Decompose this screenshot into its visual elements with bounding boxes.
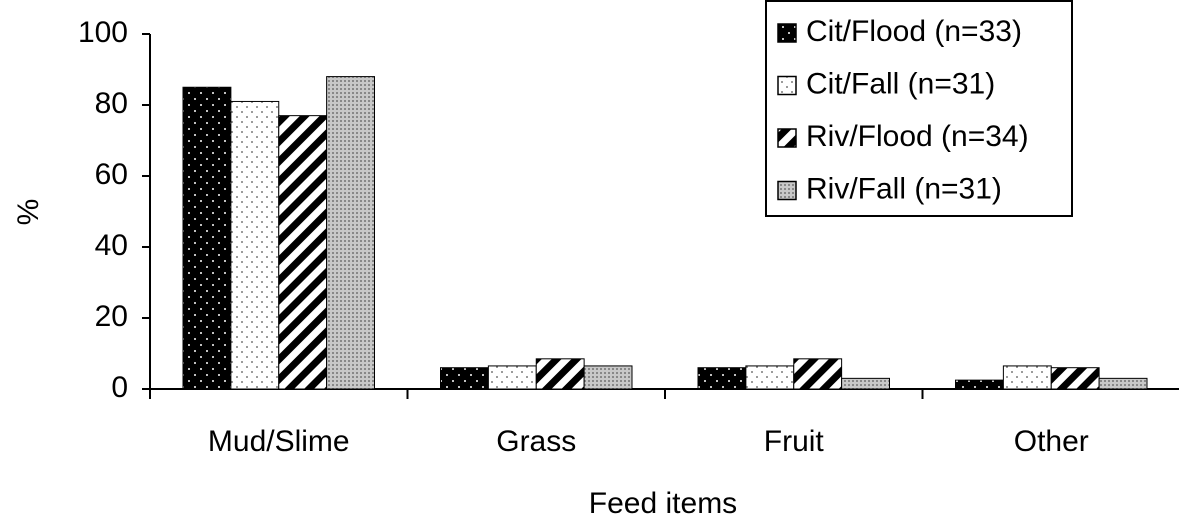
x-tick-label: Mud/Slime	[208, 425, 350, 458]
legend-box	[765, 0, 1073, 217]
bar	[440, 367, 489, 390]
bar	[583, 365, 633, 390]
bar	[955, 379, 1004, 390]
legend-label: Riv/Fall (n=31)	[806, 172, 1002, 205]
legend-label: Riv/Flood (n=34)	[806, 120, 1029, 153]
bar	[535, 358, 585, 390]
y-tick-label: 80	[95, 87, 128, 120]
bar	[230, 100, 280, 390]
legend-label: Cit/Flood (n=33)	[806, 15, 1022, 48]
legend-swatch	[777, 75, 797, 96]
bar	[1098, 377, 1148, 390]
bar	[745, 365, 795, 390]
bar	[697, 367, 747, 390]
bar	[487, 365, 537, 390]
bar	[841, 377, 890, 390]
bar	[1002, 365, 1052, 390]
y-tick-label: 100	[78, 16, 128, 49]
legend-label: Cit/Fall (n=31)	[806, 67, 995, 100]
bar	[278, 115, 328, 390]
y-tick-label: 20	[95, 300, 128, 333]
bar	[1050, 367, 1100, 390]
y-axis-label: %	[12, 199, 45, 226]
x-tick-label: Other	[1014, 425, 1089, 458]
y-tick-label: 40	[95, 229, 128, 262]
legend-swatch	[777, 23, 797, 43]
legend-swatch	[777, 180, 797, 201]
y-tick-label: 0	[111, 371, 128, 404]
bar	[182, 86, 232, 390]
x-axis-label: Feed items	[589, 487, 737, 520]
x-tick-label: Grass	[496, 425, 576, 458]
legend-swatch	[777, 128, 797, 148]
y-tick-label: 60	[95, 158, 128, 191]
bar	[326, 76, 375, 390]
bar	[793, 358, 843, 390]
x-tick-label: Fruit	[764, 425, 825, 458]
